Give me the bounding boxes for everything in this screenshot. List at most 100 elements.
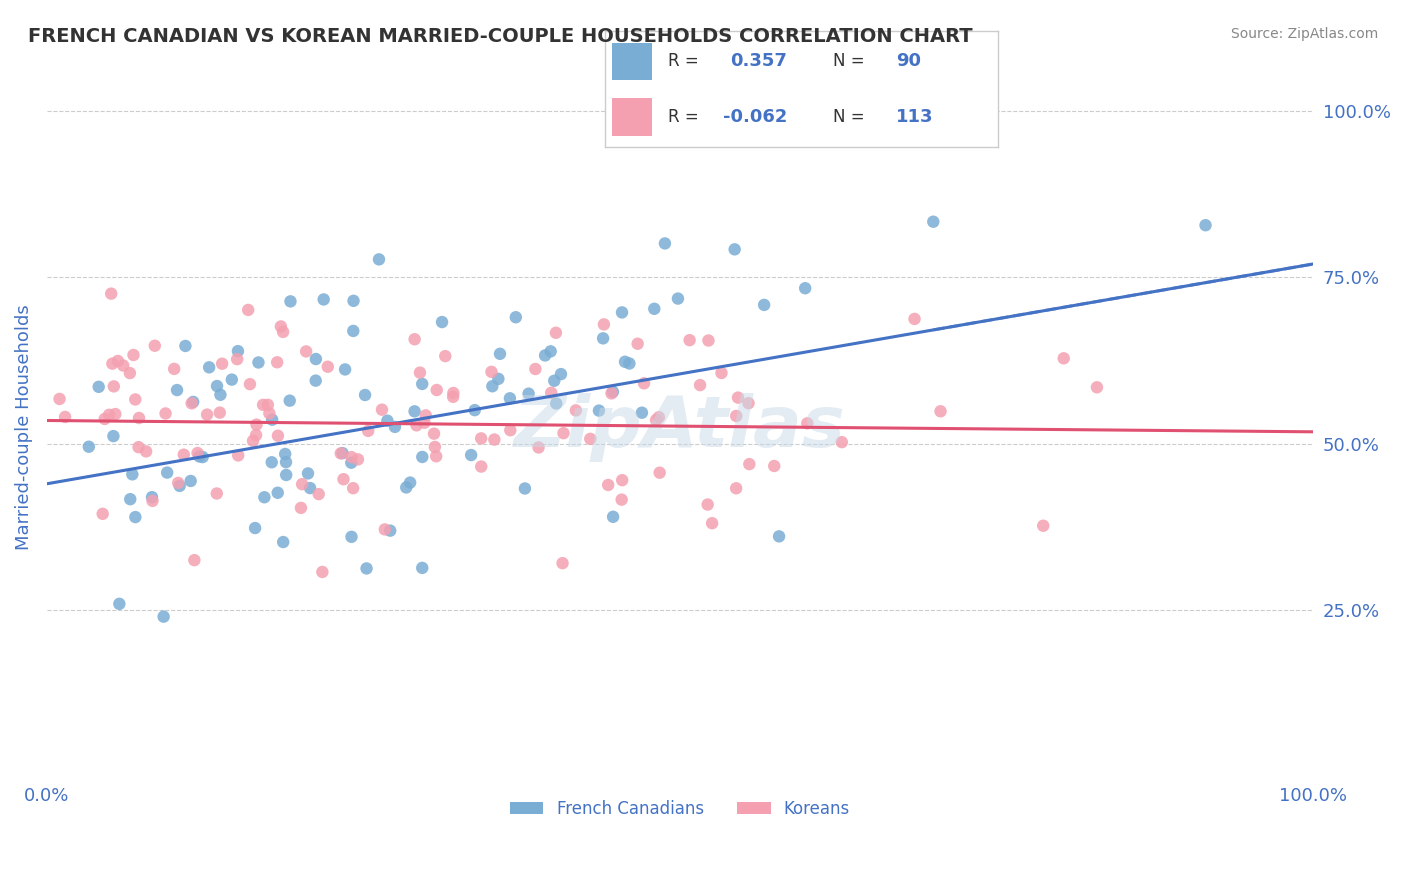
Point [592,331,614,345]
Point [347,452,370,467]
Point [464,403,486,417]
Point [128,440,150,454]
Point [929,404,952,418]
Point [610,305,633,319]
Point [128,411,150,425]
Point [253,490,276,504]
Text: 0.357: 0.357 [731,53,787,70]
Point [600,386,623,401]
Point [602,384,624,399]
Point [205,486,228,500]
Point [180,396,202,410]
Point [371,402,394,417]
Point [423,440,446,454]
Point [610,492,633,507]
Point [588,403,610,417]
Point [395,480,418,494]
Point [696,498,718,512]
Point [312,293,335,307]
Point [470,459,492,474]
Point [579,432,602,446]
Point [120,492,142,507]
Point [1085,380,1108,394]
Legend: French Canadians, Koreans: French Canadians, Koreans [503,793,856,824]
Point [411,561,433,575]
Point [524,362,547,376]
Point [100,286,122,301]
Point [48,392,70,406]
Point [411,450,433,464]
Point [534,348,557,362]
Point [544,326,567,340]
Point [517,386,540,401]
FancyBboxPatch shape [613,98,652,136]
Point [565,403,588,417]
Point [404,404,426,418]
Point [354,388,377,402]
Point [342,481,364,495]
Point [1194,218,1216,232]
Point [166,383,188,397]
Point [697,334,720,348]
Point [737,396,759,410]
Point [1032,518,1054,533]
Point [342,293,364,308]
Point [619,357,641,371]
Point [689,378,711,392]
Point [155,407,177,421]
Point [499,423,522,437]
Point [108,597,131,611]
Point [141,490,163,504]
Point [308,487,330,501]
Point [188,450,211,464]
Point [209,388,232,402]
Y-axis label: Married-couple Households: Married-couple Households [15,304,32,550]
Point [384,420,406,434]
Point [104,407,127,421]
Point [593,318,616,332]
Point [486,372,509,386]
Point [489,347,512,361]
Point [423,426,446,441]
Point [553,426,575,441]
Point [152,609,174,624]
Point [274,447,297,461]
Text: N =: N = [832,53,870,70]
Point [195,408,218,422]
Point [527,441,550,455]
Point [271,325,294,339]
Point [124,510,146,524]
Point [598,478,620,492]
Text: ZipAtlas: ZipAtlas [515,392,846,462]
Point [380,524,402,538]
Point [700,516,723,531]
Text: 90: 90 [896,53,921,70]
Point [260,455,283,469]
Point [627,336,650,351]
Point [270,319,292,334]
Point [311,565,333,579]
Point [409,366,432,380]
Point [239,377,262,392]
Point [243,521,266,535]
Point [183,553,205,567]
Point [411,376,433,391]
Point [238,302,260,317]
Point [614,355,637,369]
Point [612,473,634,487]
Point [112,359,135,373]
Point [654,236,676,251]
Point [191,450,214,464]
Point [340,456,363,470]
Text: FRENCH CANADIAN VS KOREAN MARRIED-COUPLE HOUSEHOLDS CORRELATION CHART: FRENCH CANADIAN VS KOREAN MARRIED-COUPLE… [28,27,973,45]
Point [91,507,114,521]
Point [441,386,464,401]
Point [513,482,536,496]
Point [768,529,790,543]
Text: R =: R = [668,108,703,126]
Point [551,556,574,570]
Point [187,446,209,460]
Point [413,416,436,430]
Point [101,357,124,371]
Point [631,406,654,420]
